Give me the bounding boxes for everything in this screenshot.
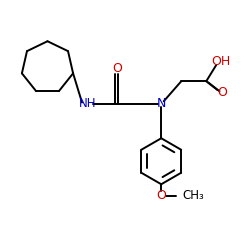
Text: O: O (112, 62, 122, 75)
Text: OH: OH (212, 55, 231, 68)
Text: N: N (156, 97, 166, 110)
Text: CH₃: CH₃ (182, 189, 204, 202)
Text: NH: NH (79, 97, 96, 110)
Text: O: O (218, 86, 228, 99)
Text: O: O (156, 189, 166, 202)
